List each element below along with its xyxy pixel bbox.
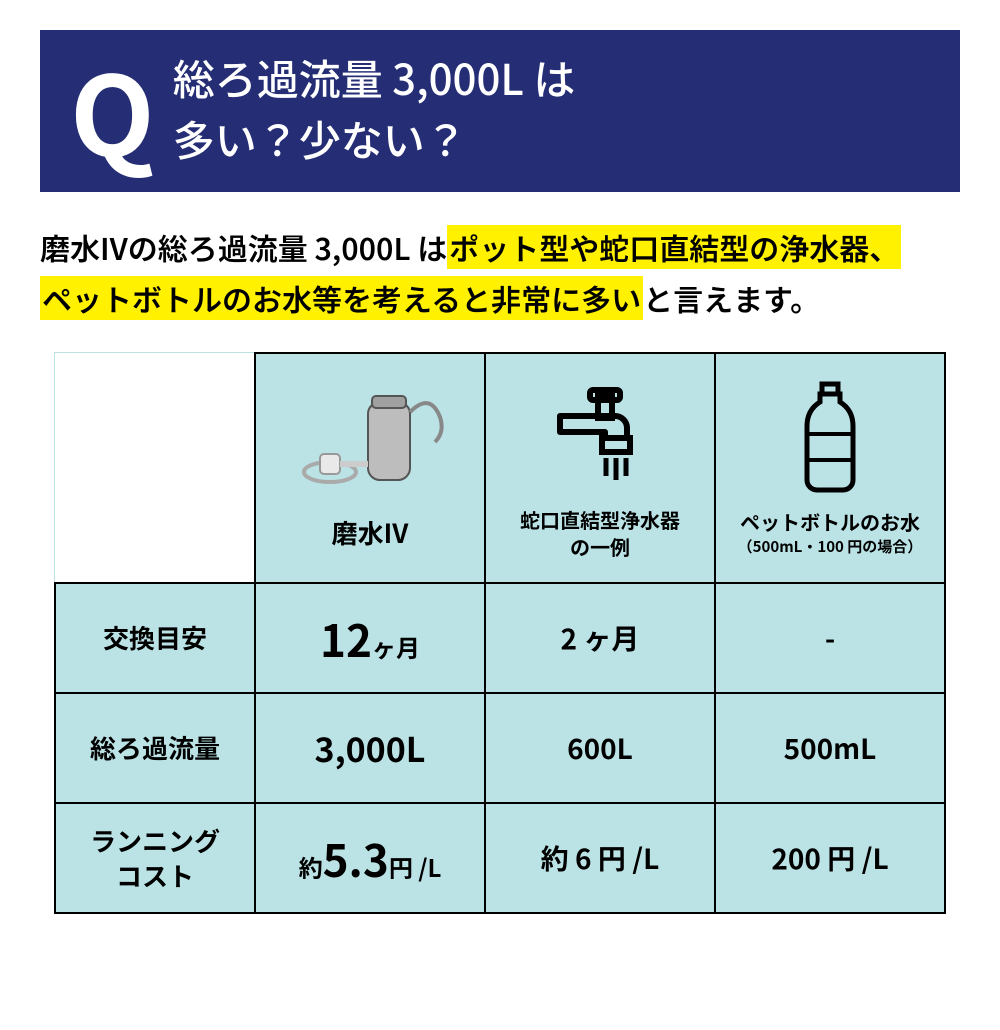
row-replacement: 交換目安 12ヶ月 2 ヶ月 - (55, 583, 945, 693)
header-product-b: 蛇口直結型浄水器 の一例 (485, 353, 715, 583)
comparison-table-wrap: 磨水IV 蛇口直結型浄水器 の一例 (0, 352, 1000, 914)
row1-b: 2 ヶ月 (485, 583, 715, 693)
header-c-sub: （500mL・100 円の場合） (724, 537, 936, 557)
row1-c: - (715, 583, 945, 693)
description-text: 磨水IVの総ろ過流量 3,000L はポット型や蛇口直結型の浄水器、 ペットボト… (0, 222, 1000, 352)
header-b-title: 蛇口直結型浄水器 の一例 (494, 506, 706, 560)
row-cost: ランニング コスト 約5.3円 /L 約 6 円 /L 200 円 /L (55, 803, 945, 913)
q-letter: Q (70, 59, 155, 158)
comparison-table: 磨水IV 蛇口直結型浄水器 の一例 (54, 352, 946, 914)
row2-b: 600L (485, 693, 715, 803)
row1-a-unit: ヶ月 (372, 629, 420, 664)
corner-empty (55, 353, 255, 583)
row2-c: 500mL (715, 693, 945, 803)
row2-a: 3,000L (315, 723, 426, 772)
row3-a-unit: 円 /L (389, 849, 442, 884)
header-product-a: 磨水IV (255, 353, 485, 583)
row3-a-num: 5.3 (323, 826, 389, 890)
header-row: 磨水IV 蛇口直結型浄水器 の一例 (55, 353, 945, 583)
question-line1: 総ろ過流量 3,000L は (173, 48, 576, 109)
row3-a: 約5.3円 /L (255, 803, 485, 913)
question-line2: 多い？少ない？ (173, 109, 576, 170)
faucet-icon (494, 376, 706, 496)
row3-c: 200 円 /L (715, 803, 945, 913)
bottle-icon (724, 378, 936, 498)
filter-device-icon (264, 384, 476, 504)
desc-hl2: ペットボトルのお水等を考えると非常に多い (40, 276, 643, 320)
row3-a-pre: 約 (299, 849, 323, 884)
header-product-c: ペットボトルのお水 （500mL・100 円の場合） (715, 353, 945, 583)
row1-a-num: 12 (320, 606, 372, 670)
question-text: 総ろ過流量 3,000L は 多い？少ない？ (173, 48, 576, 170)
row3-b: 約 6 円 /L (485, 803, 715, 913)
row3-label: ランニング コスト (64, 823, 246, 893)
row1-label: 交換目安 (64, 620, 246, 655)
row1-a: 12ヶ月 (255, 583, 485, 693)
question-banner: Q 総ろ過流量 3,000L は 多い？少ない？ (40, 30, 960, 192)
desc-hl1: ポット型や蛇口直結型の浄水器、 (447, 225, 901, 269)
desc-pre: 磨水IVの総ろ過流量 3,000L は (40, 225, 447, 269)
row2-label: 総ろ過流量 (64, 730, 246, 765)
header-a-title: 磨水IV (264, 514, 476, 551)
row-volume: 総ろ過流量 3,000L 600L 500mL (55, 693, 945, 803)
desc-post: と言えます。 (643, 276, 820, 320)
header-c-title: ペットボトルのお水 (724, 508, 936, 535)
